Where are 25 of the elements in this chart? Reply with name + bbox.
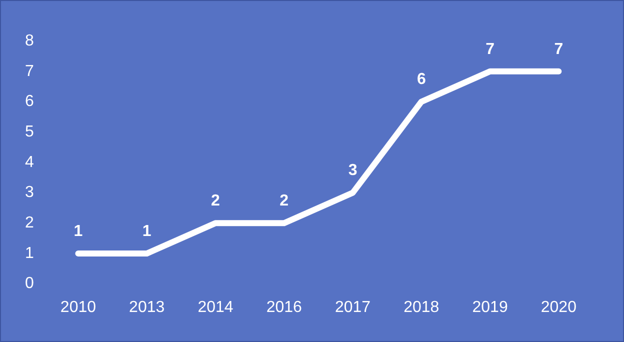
x-tick-label: 2018 [404,298,440,316]
x-tick-label: 2014 [198,298,234,316]
y-tick-label: 7 [24,62,34,80]
data-label: 2 [211,192,220,210]
x-tick-label: 2013 [129,298,165,316]
x-tick-label: 2019 [472,298,508,316]
data-label: 3 [348,162,358,180]
data-label: 7 [554,40,564,58]
x-tick-label: 2016 [266,298,302,316]
y-tick-label: 0 [24,275,34,292]
y-tick-label: 6 [24,93,34,110]
y-tick-label: 8 [24,32,34,50]
y-tick-label: 2 [24,214,34,232]
y-tick-label: 5 [24,123,34,140]
y-tick-label: 1 [24,244,34,262]
x-tick-label: 2017 [334,298,371,316]
data-label: 6 [416,71,426,88]
data-label: 1 [142,222,152,240]
x-tick-label: 2010 [60,298,96,316]
data-label: 1 [74,222,83,240]
data-label: 7 [486,40,495,58]
data-label: 2 [280,192,289,210]
x-tick-label: 2020 [540,298,577,316]
y-tick-label: 3 [24,184,34,202]
y-tick-label: 4 [24,154,34,171]
